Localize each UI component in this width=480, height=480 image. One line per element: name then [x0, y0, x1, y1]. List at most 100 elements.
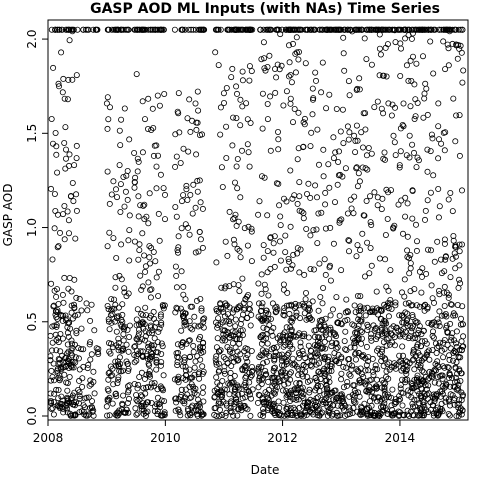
data-point	[158, 350, 165, 357]
data-point	[226, 208, 233, 215]
data-point	[452, 374, 459, 381]
data-point	[280, 286, 287, 293]
data-point	[91, 327, 98, 334]
data-point	[294, 156, 301, 163]
data-point	[106, 229, 113, 236]
data-point	[147, 312, 154, 319]
data-point	[197, 295, 204, 302]
data-point	[309, 406, 316, 413]
data-point	[145, 329, 152, 336]
data-point	[402, 26, 409, 33]
data-point	[135, 330, 142, 337]
data-point	[233, 90, 240, 97]
data-point	[271, 374, 278, 381]
data-point	[361, 35, 368, 42]
data-point	[289, 411, 296, 418]
data-point	[179, 309, 186, 316]
data-point	[79, 375, 86, 382]
data-point	[338, 376, 345, 383]
data-point	[199, 244, 206, 251]
data-point	[156, 26, 163, 33]
data-point	[243, 100, 250, 107]
data-point	[286, 258, 293, 265]
data-point	[52, 129, 59, 136]
data-point	[296, 380, 303, 387]
data-point	[360, 379, 367, 386]
data-point	[187, 191, 194, 198]
data-point	[347, 372, 354, 379]
data-point	[392, 299, 399, 306]
data-point	[363, 362, 370, 369]
data-point	[398, 197, 405, 204]
data-point	[213, 361, 220, 368]
data-point	[120, 345, 127, 352]
data-point	[317, 383, 324, 390]
data-point	[161, 91, 168, 98]
data-point	[346, 26, 353, 33]
data-point	[106, 394, 113, 401]
data-point	[459, 26, 466, 33]
data-point	[427, 189, 434, 196]
data-point	[59, 335, 66, 342]
data-point	[106, 369, 113, 376]
data-point	[63, 155, 70, 162]
data-point	[433, 390, 440, 397]
data-point	[395, 327, 402, 334]
data-point	[236, 26, 243, 33]
data-point	[118, 316, 125, 323]
data-point	[257, 308, 264, 315]
data-point	[418, 380, 425, 387]
data-point	[385, 375, 392, 382]
data-point	[447, 301, 454, 308]
data-point	[337, 128, 344, 135]
data-point	[423, 270, 430, 277]
data-point	[290, 396, 297, 403]
data-point	[400, 100, 407, 107]
data-point	[280, 399, 287, 406]
data-point	[365, 404, 372, 411]
data-point	[57, 403, 64, 410]
data-point	[116, 367, 123, 374]
data-point	[137, 202, 144, 209]
data-point	[177, 412, 184, 419]
data-point	[342, 165, 349, 172]
data-point	[244, 141, 251, 148]
data-point	[340, 384, 347, 391]
data-point	[141, 321, 148, 328]
data-point	[154, 394, 161, 401]
data-point	[196, 403, 203, 410]
data-point	[276, 338, 283, 345]
data-point	[172, 203, 179, 210]
data-point	[346, 355, 353, 362]
data-point	[419, 26, 426, 33]
data-point	[400, 411, 407, 418]
data-point	[237, 254, 244, 261]
data-point	[447, 391, 454, 398]
data-point	[439, 312, 446, 319]
data-point	[364, 239, 371, 246]
data-point	[49, 373, 56, 380]
data-point	[145, 279, 152, 286]
data-point	[214, 379, 221, 386]
data-point	[274, 335, 281, 342]
data-point	[392, 152, 399, 159]
data-point	[158, 319, 165, 326]
data-point	[190, 387, 197, 394]
data-point	[223, 400, 230, 407]
data-point	[424, 197, 431, 204]
data-point	[361, 273, 368, 280]
data-point	[153, 348, 160, 355]
data-point	[104, 125, 111, 132]
data-point	[126, 333, 133, 340]
data-point	[234, 245, 241, 252]
data-point	[134, 168, 141, 175]
data-point	[121, 289, 128, 296]
y-tick-label-2: 1.0	[25, 218, 39, 237]
data-point	[65, 76, 72, 83]
data-point	[384, 215, 391, 222]
data-point	[272, 89, 279, 96]
data-point	[124, 399, 131, 406]
data-point	[295, 109, 302, 116]
data-point	[282, 341, 289, 348]
data-point	[434, 238, 441, 245]
